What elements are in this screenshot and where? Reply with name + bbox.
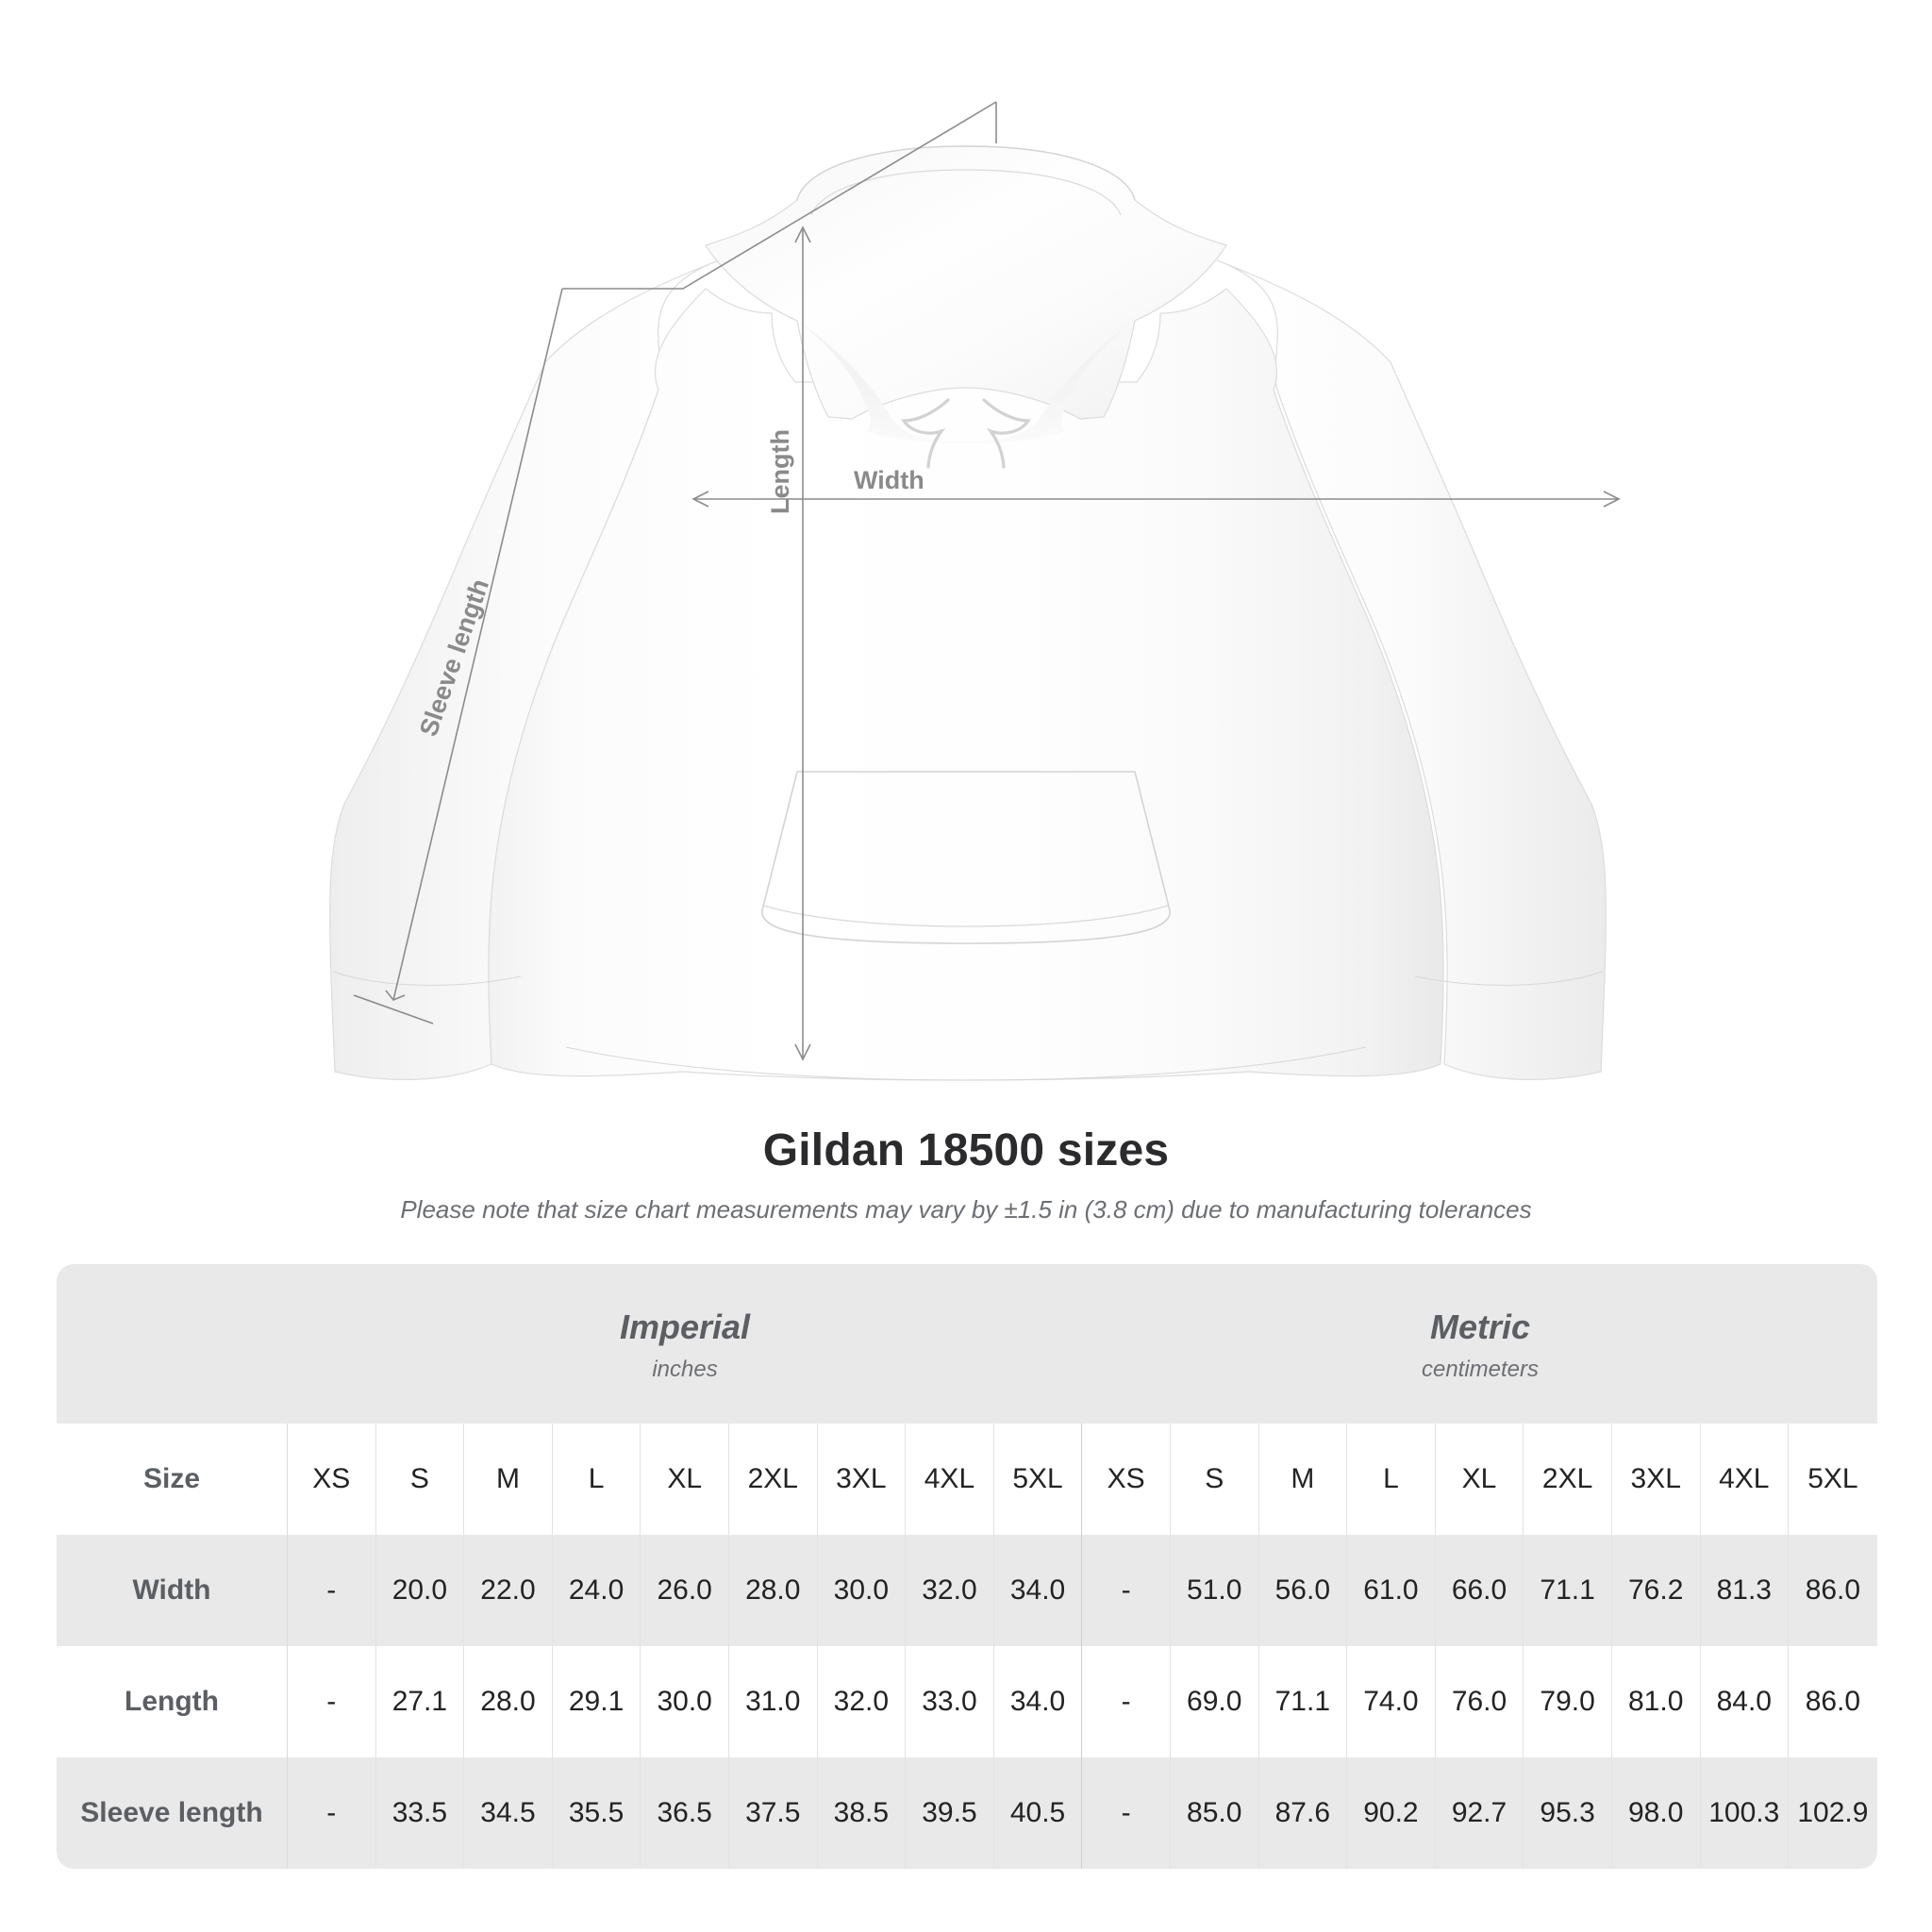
svg-text:Length: Length xyxy=(766,429,794,514)
svg-text:Width: Width xyxy=(854,466,924,494)
